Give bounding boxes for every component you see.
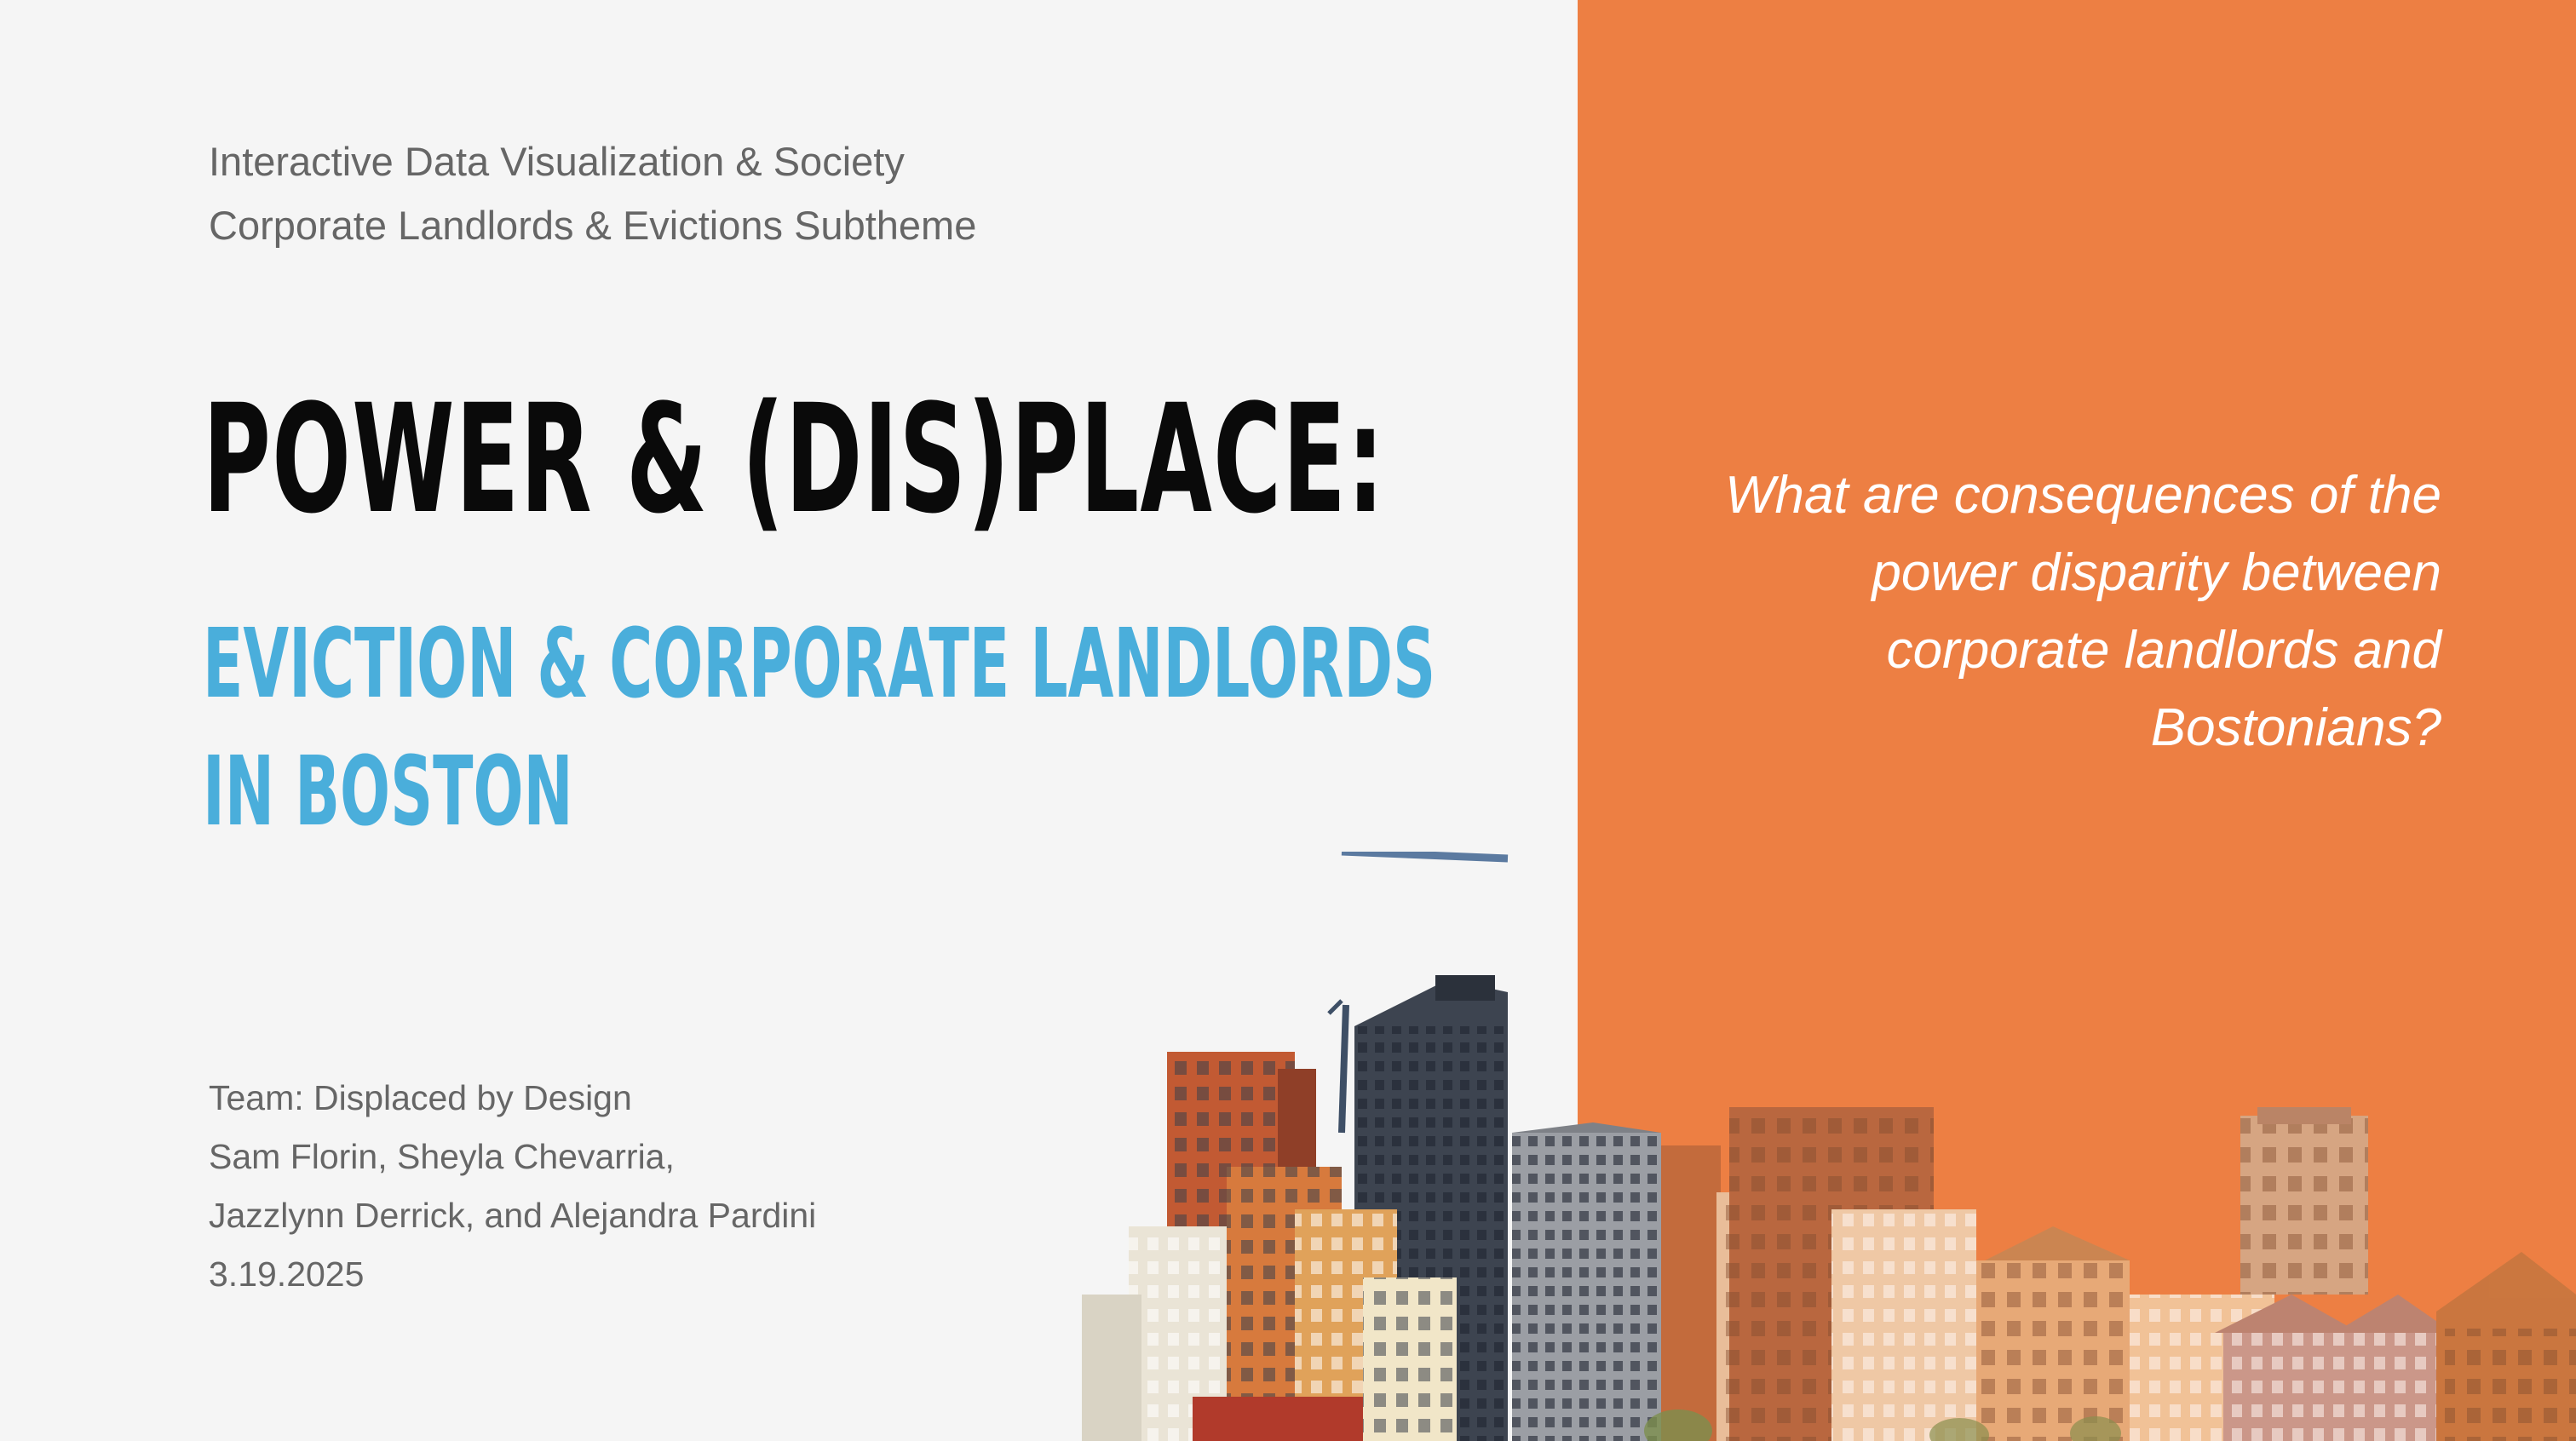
team-name: Team: Displaced by Design — [209, 1078, 632, 1117]
subtitle: EVICTION & CORPORATE LANDLORDS IN BOSTON — [203, 600, 1435, 856]
team-members-line-2: Jazzlynn Derrick, and Alejandra Pardini — [209, 1196, 817, 1235]
question-line-3: corporate landlords and — [1886, 621, 2441, 680]
main-title: POWER & (DIS)PLACE: — [203, 372, 1386, 547]
city-skyline-image — [1082, 852, 2576, 1441]
subtitle-line-1: EVICTION & CORPORATE LANDLORDS — [203, 609, 1436, 720]
question-line-2: power disparity between — [1872, 543, 2441, 602]
tree-line — [1644, 1409, 2121, 1441]
presentation-date: 3.19.2025 — [209, 1254, 365, 1294]
research-question: What are consequences of the power dispa… — [1624, 456, 2441, 766]
orange-tinted-buildings — [1661, 1107, 2576, 1441]
subtitle-line-2: IN BOSTON — [203, 737, 573, 847]
question-line-1: What are consequences of the — [1725, 466, 2441, 525]
crane-icon — [1327, 852, 1509, 1134]
team-members-line-1: Sam Florin, Sheyla Chevarria, — [209, 1137, 675, 1176]
colorful-apartments — [1082, 1167, 1457, 1441]
grey-building — [1512, 1122, 1661, 1441]
course-title: Interactive Data Visualization & Society — [209, 139, 905, 184]
subtheme-title: Corporate Landlords & Evictions Subtheme — [209, 203, 977, 248]
course-info: Interactive Data Visualization & Society… — [209, 129, 976, 257]
team-info: Team: Displaced by Design Sam Florin, Sh… — [209, 1069, 816, 1304]
question-line-4: Bostonians? — [2150, 698, 2441, 757]
